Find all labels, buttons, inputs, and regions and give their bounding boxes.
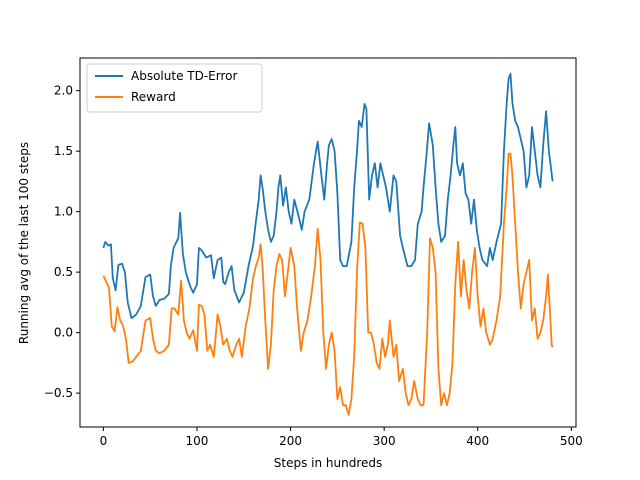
x-tick-label: 300 <box>373 434 396 448</box>
y-tick-label: 2.0 <box>54 84 73 98</box>
x-tick-label: 100 <box>186 434 209 448</box>
plot-frame <box>79 57 577 428</box>
y-tick-label: 1.0 <box>54 205 73 219</box>
series-line-td-error <box>102 72 554 319</box>
series-line-reward <box>102 152 554 416</box>
legend-box <box>86 63 263 113</box>
y-tick-label: 0.0 <box>54 326 73 340</box>
y-axis-ticks: −0.5 0.0 0.5 1.0 1.5 2.0 <box>44 84 80 400</box>
y-axis-label: Running avg of the last 100 steps <box>17 142 31 344</box>
x-axis-label: Steps in hundreds <box>274 456 383 470</box>
legend-label-reward: Reward <box>131 90 176 104</box>
series-layer <box>102 72 554 416</box>
x-tick-label: 500 <box>560 434 583 448</box>
x-tick-label: 200 <box>279 434 302 448</box>
legend: Absolute TD-Error Reward <box>86 63 263 113</box>
legend-label-td-error: Absolute TD-Error <box>131 69 237 83</box>
y-tick-label: 0.5 <box>54 265 73 279</box>
y-tick-label: −0.5 <box>44 386 73 400</box>
x-tick-label: 0 <box>100 434 108 448</box>
plot-area-background <box>80 58 576 427</box>
y-tick-label: 1.5 <box>54 144 73 158</box>
x-tick-label: 400 <box>466 434 489 448</box>
x-axis-ticks: 0 100 200 300 400 500 <box>100 427 583 448</box>
